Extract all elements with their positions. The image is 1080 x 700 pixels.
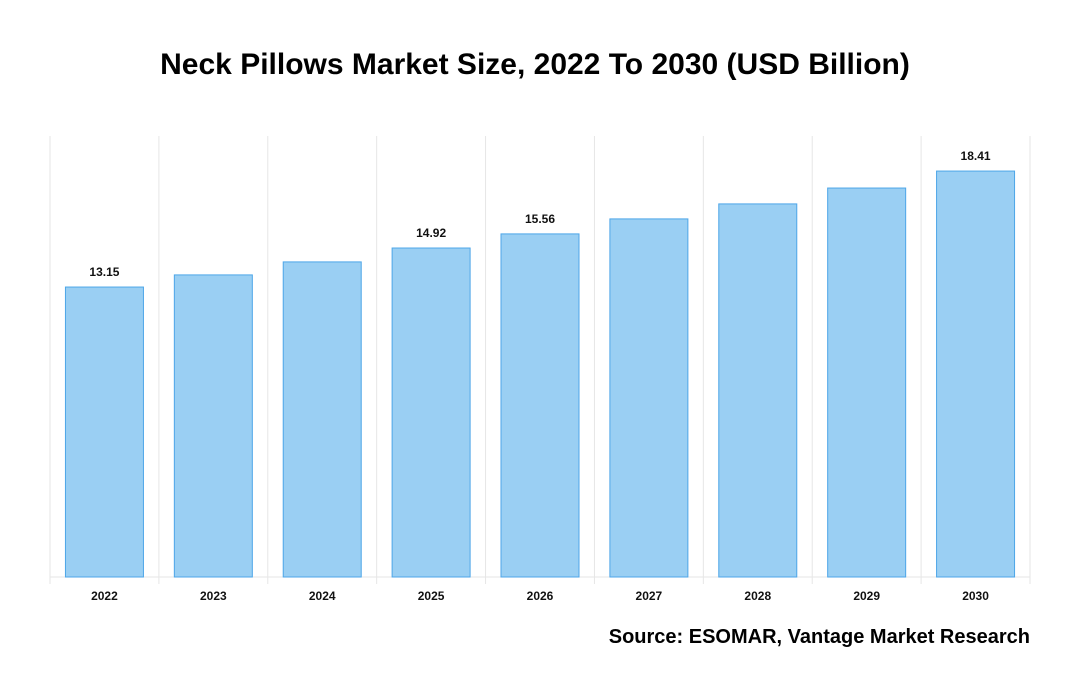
bar-2022 xyxy=(64,286,144,578)
x-tick-label: 2025 xyxy=(418,589,445,603)
x-tick-label: 2028 xyxy=(744,589,771,603)
data-label: 14.92 xyxy=(416,226,446,240)
x-tick-label: 2027 xyxy=(636,589,663,603)
bar-2029 xyxy=(827,187,907,578)
bar-2026 xyxy=(500,233,580,578)
bar-2024 xyxy=(282,261,362,578)
x-tick-label: 2026 xyxy=(527,589,554,603)
data-label: 18.41 xyxy=(961,149,991,163)
data-label: 13.15 xyxy=(89,265,119,279)
bar-2027 xyxy=(609,218,689,578)
bar-2030 xyxy=(936,170,1016,578)
x-tick-label: 2030 xyxy=(962,589,989,603)
source-note: Source: ESOMAR, Vantage Market Research xyxy=(608,626,1030,648)
x-tick-label: 2023 xyxy=(200,589,227,603)
data-label: 15.56 xyxy=(525,212,555,226)
bar-2025 xyxy=(391,247,471,578)
x-tick-label: 2022 xyxy=(91,589,118,603)
x-tick-label: 2029 xyxy=(853,589,880,603)
bar-2028 xyxy=(718,203,798,578)
x-tick-label: 2024 xyxy=(309,589,336,603)
bar-2023 xyxy=(173,274,253,578)
chart-title: Neck Pillows Market Size, 2022 To 2030 (… xyxy=(160,48,910,81)
